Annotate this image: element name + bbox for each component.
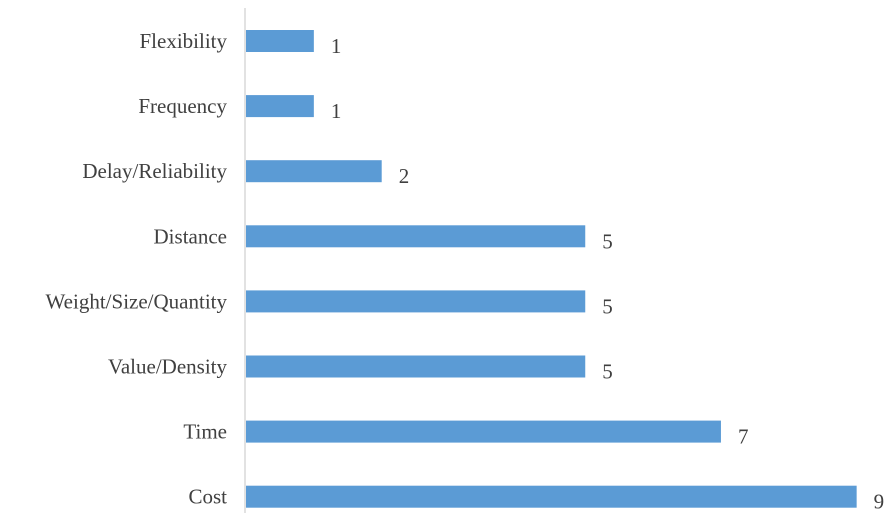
data-label: 5 <box>602 294 613 318</box>
data-label: 1 <box>331 34 342 58</box>
category-label: Value/Density <box>108 355 227 379</box>
category-label: Cost <box>188 485 227 509</box>
data-label: 1 <box>331 99 342 123</box>
bar-time <box>246 420 721 443</box>
bars-group <box>246 30 857 508</box>
category-label: Delay/Reliability <box>82 159 227 183</box>
data-label: 2 <box>399 164 410 188</box>
bar-frequency <box>246 95 314 118</box>
data-label: 5 <box>602 229 613 253</box>
category-label: Time <box>183 420 227 444</box>
bar-cost <box>246 485 857 508</box>
category-label: Weight/Size/Quantity <box>46 289 228 313</box>
bar-value-density <box>246 355 586 378</box>
data-label: 5 <box>602 360 613 384</box>
data-label: 9 <box>874 490 885 513</box>
bar-weight-size-quantity <box>246 290 586 313</box>
category-label: Distance <box>154 224 227 248</box>
bar-distance <box>246 225 586 248</box>
bar-delay-reliability <box>246 160 382 183</box>
category-labels-group: Flexibility Frequency Delay/Reliability Dis… <box>46 29 228 509</box>
data-label: 7 <box>738 425 749 449</box>
category-label: Flexibility <box>139 29 227 53</box>
data-labels-group: 1 1 2 5 5 5 7 9 <box>331 34 884 513</box>
bar-flexibility <box>246 30 314 52</box>
category-label: Frequency <box>138 94 227 118</box>
